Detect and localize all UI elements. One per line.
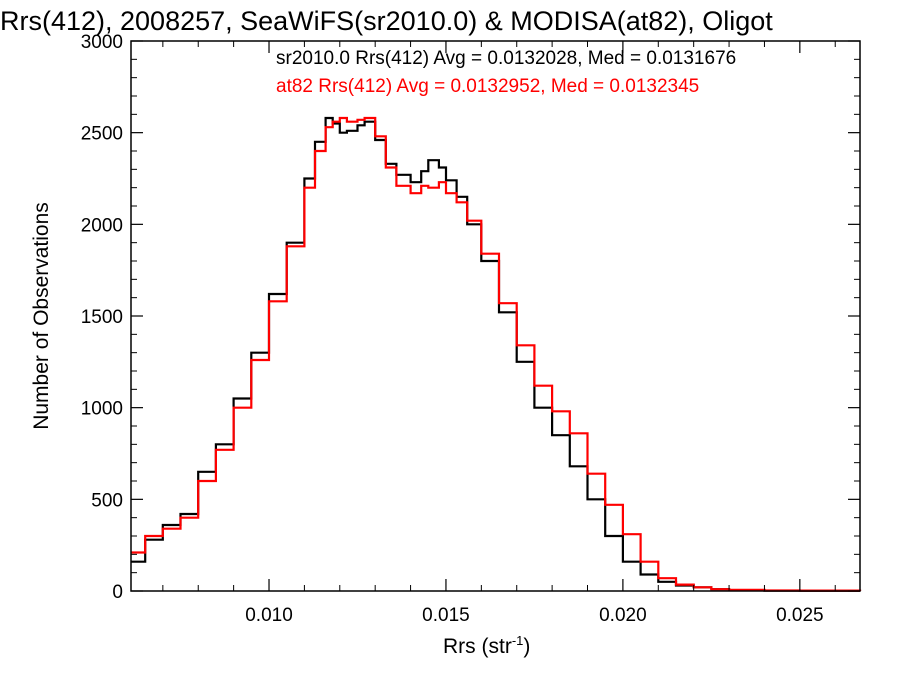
x-tick-label: 0.010 bbox=[245, 605, 293, 626]
y-tick-label: 3000 bbox=[81, 32, 123, 53]
y-tick-label: 500 bbox=[91, 490, 123, 511]
series-line-sr2010.0 bbox=[131, 116, 862, 592]
y-tick-label: 1500 bbox=[81, 307, 123, 328]
stats-sr2010: sr2010.0 Rrs(412) Avg = 0.0132028, Med =… bbox=[276, 48, 737, 69]
x-axis-label-text: Rrs (str bbox=[443, 635, 512, 658]
stats-at82: at82 Rrs(412) Avg = 0.0132952, Med = 0.0… bbox=[276, 76, 700, 97]
y-tick-label: 1000 bbox=[81, 399, 123, 420]
x-tick-label: 0.025 bbox=[776, 605, 824, 626]
plot-frame bbox=[130, 40, 861, 592]
x-axis-label-exponent: -1 bbox=[511, 633, 524, 648]
y-tick-label: 0 bbox=[112, 582, 123, 603]
x-axis-label: Rrs (str-1) bbox=[443, 633, 530, 659]
x-axis-label-close: ) bbox=[523, 635, 531, 658]
y-tick-label: 2000 bbox=[81, 215, 123, 236]
chart-title: Rrs(412), 2008257, SeaWiFS(sr2010.0) & M… bbox=[0, 6, 773, 36]
y-tick-label: 2500 bbox=[81, 124, 123, 145]
x-tick-label: 0.020 bbox=[599, 605, 647, 626]
series-line-at82 bbox=[131, 116, 862, 592]
x-tick-label: 0.015 bbox=[422, 605, 470, 626]
